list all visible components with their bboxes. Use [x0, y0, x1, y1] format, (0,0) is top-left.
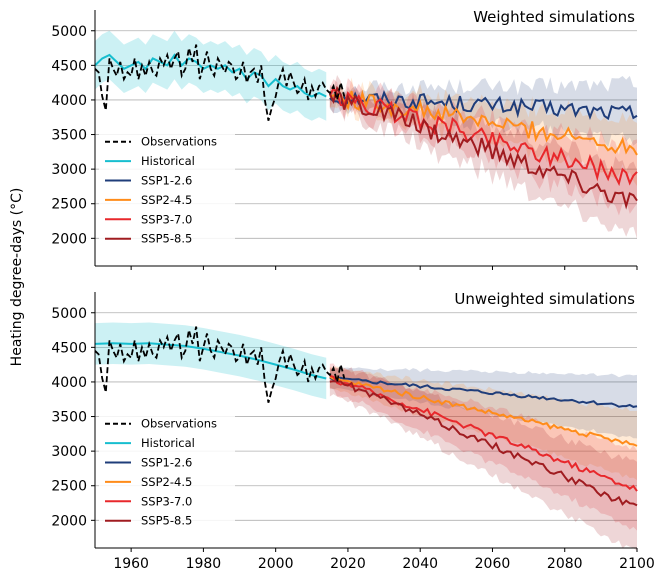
legend-label: SSP3-7.0 [141, 212, 192, 226]
x-tick-label: 2020 [330, 556, 366, 572]
x-tick-label: 1960 [113, 556, 149, 572]
y-tick-label: 3500 [51, 128, 87, 144]
legend-label: SSP3-7.0 [141, 494, 192, 508]
legend-label: SSP5-8.5 [141, 232, 192, 246]
historical-band [95, 322, 327, 400]
series-band-ssp3-7-0 [329, 363, 637, 531]
x-tick-label: 2040 [402, 556, 438, 572]
series-line-ssp3-7-0 [328, 86, 638, 187]
x-tick-label: 2100 [619, 556, 655, 572]
y-tick-label: 3000 [51, 444, 87, 460]
y-tick-label: 2500 [51, 479, 87, 495]
y-axis-label: Heating degree-days (°C) [9, 188, 25, 367]
series-line-ssp2-4-5 [329, 375, 638, 447]
y-tick-label: 4000 [51, 93, 87, 109]
y-tick-label: 5000 [51, 306, 87, 322]
legend-box [99, 130, 235, 251]
series-line-ssp1-2-6 [329, 89, 638, 121]
x-tick-label: 2080 [547, 556, 583, 572]
y-tick-label: 4500 [51, 340, 87, 356]
legend-label: Historical [141, 436, 195, 450]
series-band-ssp1-2-6 [329, 75, 637, 148]
series-band-ssp5-8-5 [329, 366, 637, 551]
series-band-ssp2-4-5 [329, 366, 637, 481]
observations-line [94, 326, 346, 403]
series-line-ssp5-8-5 [329, 380, 638, 507]
x-tick-label: 1980 [186, 556, 222, 572]
legend-label: SSP2-4.5 [141, 475, 192, 489]
legend-label: Historical [141, 154, 195, 168]
panel-title: Unweighted simulations [454, 290, 635, 308]
observations-line [94, 44, 346, 121]
series-line-ssp3-7-0 [329, 374, 638, 492]
y-tick-label: 4500 [51, 58, 87, 74]
legend-label: SSP2-4.5 [141, 193, 192, 207]
weighted-panel: 2000 2500 3000 3500 4000 4500 5000 Weighted sim… [51, 8, 638, 270]
legend-label: SSP1-2.6 [141, 456, 192, 470]
legend-label: Observations [141, 417, 217, 431]
y-tick-label: 2000 [51, 513, 87, 529]
panel-title: Weighted simulations [473, 8, 635, 26]
legend-label: SSP5-8.5 [141, 514, 192, 528]
x-tick-label: 2000 [258, 556, 294, 572]
legend-box [99, 412, 235, 533]
y-tick-label: 5000 [51, 24, 87, 40]
x-tick-label: 2060 [475, 556, 511, 572]
y-tick-label: 2500 [51, 197, 87, 213]
y-tick-label: 3500 [51, 410, 87, 426]
y-tick-label: 4000 [51, 375, 87, 391]
series-line-ssp1-2-6 [329, 376, 638, 408]
legend-label: Observations [141, 135, 217, 149]
y-tick-label: 2000 [51, 231, 87, 247]
legend-label: SSP1-2.6 [141, 174, 192, 188]
historical-band [95, 30, 327, 121]
series-line-ssp5-8-5 [328, 85, 638, 210]
y-tick-label: 3000 [51, 162, 87, 178]
unweighted-panel: 2000 2500 3000 3500 4000 4500 5000 1960 1980 2000… [51, 290, 654, 572]
